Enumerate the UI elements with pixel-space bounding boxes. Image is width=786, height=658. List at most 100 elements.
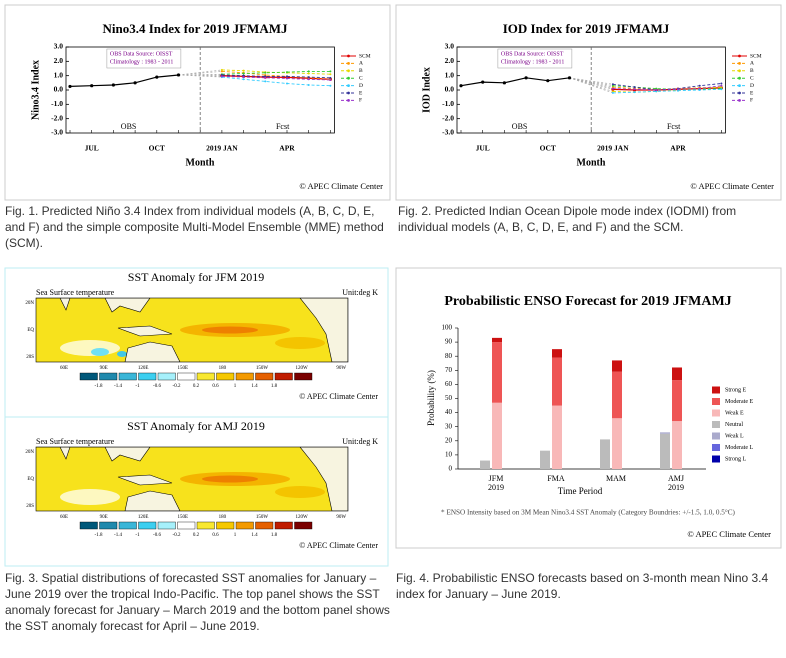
series-point [655, 90, 658, 93]
x-tick-label: APR [279, 144, 295, 153]
colorbar-label: 1.8 [271, 533, 278, 538]
colorbar-box [216, 372, 235, 381]
series-point [329, 70, 332, 73]
colorbar-box [99, 372, 118, 381]
series-point [286, 82, 288, 85]
legend-marker [347, 99, 350, 102]
legend-label: Weak E [725, 410, 744, 416]
legend-marker [738, 62, 741, 65]
observed-point [90, 84, 94, 88]
legend-label: B [750, 68, 754, 74]
source-note: OBS Data Source: OISST [501, 51, 564, 57]
map-subtitle: Sea Surface temperature [36, 437, 115, 446]
legend-marker [738, 76, 741, 80]
chart-title: IOD Index for 2019 JFMAMJ [503, 21, 670, 36]
series-point [286, 77, 288, 80]
source-note: Climatology : 1983 - 2011 [110, 59, 173, 65]
colorbar-box [255, 372, 274, 381]
y-tick-label: 70 [445, 366, 453, 374]
legend-marker [347, 91, 350, 95]
series-line [221, 69, 331, 75]
land [59, 447, 71, 460]
warm-anomaly [202, 475, 258, 483]
observed-point [481, 80, 485, 84]
map-field [36, 447, 348, 511]
series-point [633, 91, 636, 94]
y-tick-label: -3.0 [51, 128, 63, 137]
legend-label: Strong E [725, 387, 747, 393]
series-point [720, 84, 723, 87]
legend-label: SCM [359, 53, 371, 59]
map-frame [35, 297, 349, 363]
land [117, 325, 173, 337]
y-tick-label: 80 [445, 352, 453, 360]
colorbar-label: -1 [135, 533, 140, 538]
x-tick-label: FMA [547, 474, 565, 483]
series-point [329, 78, 332, 81]
land [299, 298, 348, 362]
connector [569, 77, 613, 87]
observed-point [155, 75, 159, 79]
colorbar-label: -0.6 [153, 384, 161, 389]
colorbar-label: -1.8 [95, 533, 103, 538]
bar-segment [552, 405, 562, 469]
series-point [242, 78, 245, 81]
lon-label: 90E [100, 366, 108, 371]
y-tick-label: 3.0 [54, 42, 64, 51]
map-title: SST Anomaly for JFM 2019 [128, 270, 264, 284]
x-tick-label: 2019 JAN [206, 144, 238, 153]
annotation: Fcst [276, 122, 290, 131]
series-line [612, 85, 722, 91]
legend-label: F [359, 98, 362, 104]
observed-point [133, 81, 137, 85]
legend-swatch [712, 421, 720, 428]
bar-segment [600, 439, 610, 469]
lon-label: 90W [336, 366, 346, 371]
legend-label: C [750, 75, 754, 81]
x-tick-label: JUL [85, 144, 99, 153]
series-point [307, 70, 310, 73]
bar-segment [612, 371, 622, 419]
chart-title: Nino3.4 Index for 2019 JFMAMJ [102, 21, 288, 36]
y-tick-label: 3.0 [445, 42, 455, 51]
bar-segment [612, 418, 622, 469]
bar-segment [552, 357, 562, 406]
series-point [307, 72, 310, 75]
x-axis-label: Month [186, 157, 215, 168]
series-line [612, 88, 722, 94]
series-point [307, 83, 310, 86]
legend-swatch [712, 398, 720, 405]
series-point [329, 84, 332, 87]
land [124, 490, 181, 511]
connector [178, 74, 222, 77]
series-point [264, 76, 267, 79]
lat-label: 20S [26, 355, 34, 360]
colorbar-label: 0.2 [193, 384, 200, 389]
y-tick-label: -2.0 [442, 113, 454, 122]
series-point [286, 71, 288, 74]
y-tick-label: 100 [442, 324, 453, 332]
annotation: OBS [512, 122, 528, 131]
series-line [221, 70, 331, 75]
connector [178, 73, 222, 76]
colorbar-label: 0.6 [212, 533, 219, 538]
caption: Fig. 1. Predicted Niño 3.4 Index from in… [5, 204, 384, 250]
source-box [497, 48, 573, 69]
x-tick-label: AMJ 2019 [667, 474, 684, 492]
credit: © APEC Climate Center [690, 181, 774, 191]
lon-label: 120E [138, 515, 149, 520]
legend-marker [738, 54, 741, 58]
warm-anomaly [202, 326, 258, 334]
legend-marker [347, 54, 350, 58]
source-box [106, 48, 182, 69]
caption: Fig. 4. Probabilistic ENSO forecasts bas… [396, 571, 769, 601]
colorbar-label: -0.2 [173, 533, 181, 538]
series-point [611, 87, 614, 90]
colorbar-label: -0.6 [153, 533, 161, 538]
bar-segment [540, 450, 550, 469]
observed-point [567, 76, 572, 80]
series-point [220, 73, 223, 76]
neutral-patch [60, 340, 120, 356]
chart-title: Probabilistic ENSO Forecast for 2019 JFM… [444, 294, 731, 309]
y-tick-label: 50 [445, 394, 453, 402]
